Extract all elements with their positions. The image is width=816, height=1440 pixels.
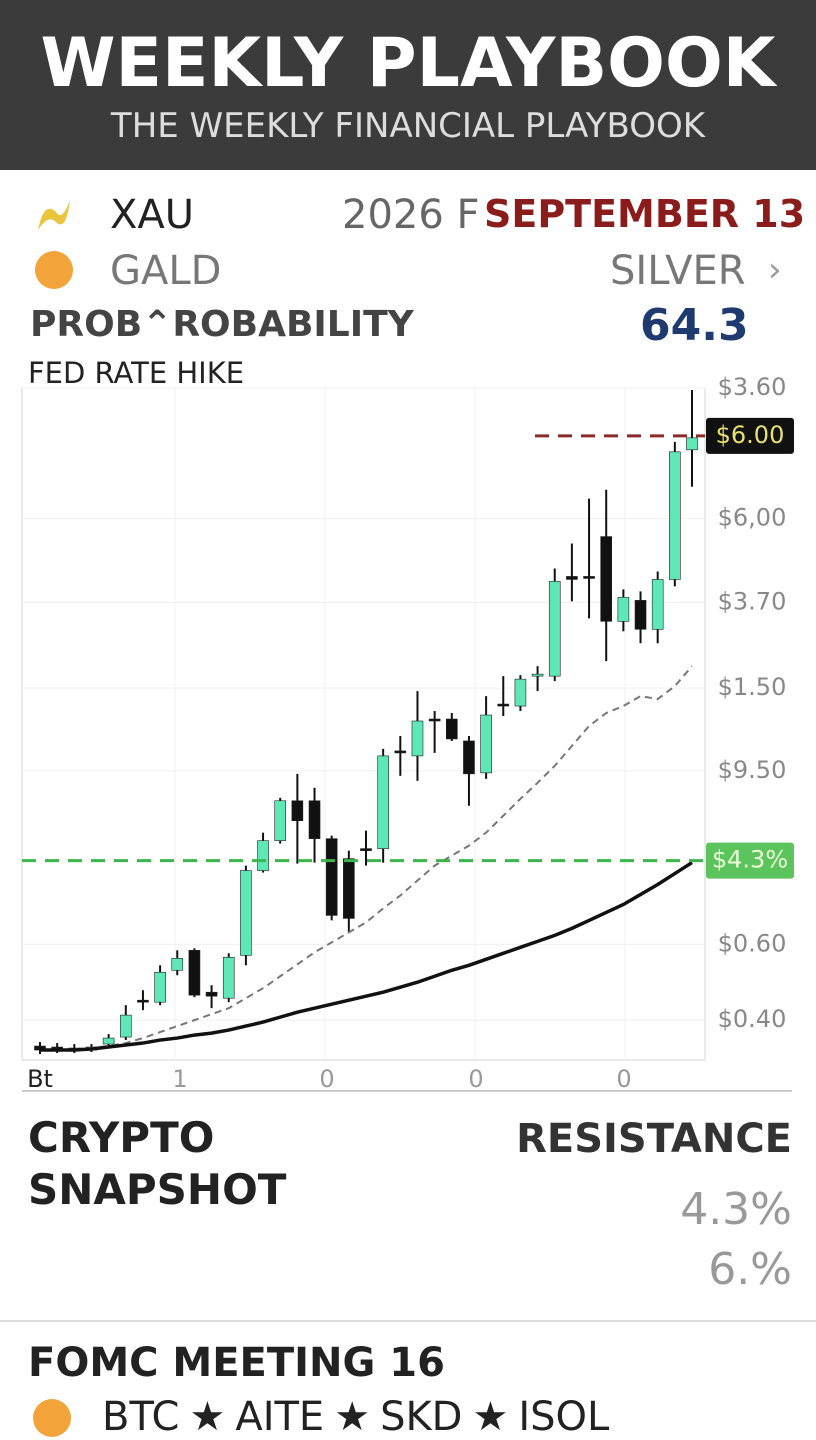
y-tick-label: $3.70 xyxy=(718,587,787,615)
date: SEPTEMBER 13 xyxy=(484,192,806,236)
year: 2026 F xyxy=(342,192,480,238)
header: WEEKLY PLAYBOOK THE WEEKLY FINANCIAL PLA… xyxy=(0,0,816,170)
y-tick-label: $1.50 xyxy=(718,673,787,701)
snapshot: CRYPTO SNAPSHOT xyxy=(28,1113,287,1214)
candle-body xyxy=(548,581,561,677)
candle-body xyxy=(274,800,287,841)
x-tick-label: 0 xyxy=(319,1065,334,1093)
candle-body xyxy=(240,870,252,956)
candle-body xyxy=(325,838,338,916)
moving-average xyxy=(40,861,693,1052)
asset: SILVER xyxy=(610,248,746,294)
title: WEEKLY PLAYBOOK xyxy=(40,24,776,103)
x-tick-label: Bt xyxy=(27,1065,53,1093)
x-tick-label: 0 xyxy=(616,1065,631,1093)
x-tick-label: 1 xyxy=(172,1065,187,1093)
candle-body xyxy=(428,718,441,722)
plot-area xyxy=(21,387,706,1061)
ticker[interactable]: BTC xyxy=(102,1394,180,1440)
candle-body xyxy=(205,991,218,997)
level: 4.3% xyxy=(680,1184,792,1235)
candle-body xyxy=(308,800,321,839)
star: ★ xyxy=(189,1394,226,1440)
resistance: RESISTANCE xyxy=(516,1116,792,1162)
y-tick-label: $6,00 xyxy=(718,504,787,532)
star: ★ xyxy=(472,1394,509,1440)
moving-average xyxy=(40,665,693,1052)
x-tick-label: 0 xyxy=(468,1065,483,1093)
candle-body xyxy=(343,858,355,919)
reference-badge xyxy=(706,417,794,454)
tickers: BTC ★ AITE ★ SKD ★ ISOL xyxy=(102,1394,609,1440)
candle-body xyxy=(137,999,149,1003)
candle-body xyxy=(377,755,389,849)
reference-label: $6.00 xyxy=(716,421,785,449)
meeting: FOMC MEETING 16 xyxy=(28,1340,445,1386)
candle-body xyxy=(686,437,698,451)
candle-body xyxy=(154,971,166,1003)
candle-body xyxy=(600,536,613,622)
coin-icon xyxy=(35,251,73,289)
reference-badge xyxy=(706,842,794,879)
coin-icon xyxy=(33,1399,71,1437)
reference-label: $4.3% xyxy=(712,846,788,874)
y-tick-label: $0.60 xyxy=(718,929,787,957)
candle-body xyxy=(171,958,184,971)
prob-label: PROB⌃ROBABILITY xyxy=(30,304,414,345)
candle-body xyxy=(497,703,510,707)
ticker[interactable]: AITE xyxy=(235,1394,325,1440)
candle-body xyxy=(222,957,235,999)
candle-body xyxy=(257,840,269,871)
candle-body xyxy=(102,1037,115,1045)
y-tick-label: $0.40 xyxy=(718,1005,787,1033)
candle-body xyxy=(634,600,647,630)
candle-body xyxy=(119,1014,132,1038)
prob-value: 64.3 xyxy=(640,300,749,351)
y-tick-label: $3.60 xyxy=(718,373,787,401)
candle-body xyxy=(411,720,424,757)
candle-body xyxy=(514,678,527,707)
divider xyxy=(0,1320,816,1322)
candle-body xyxy=(463,740,475,775)
chevron[interactable]: › xyxy=(768,250,782,290)
y-tick-label: $9.50 xyxy=(718,756,787,784)
level: 6.% xyxy=(708,1244,792,1295)
candle-body xyxy=(651,579,664,630)
candle-body xyxy=(669,451,681,580)
candle-body xyxy=(188,950,201,996)
candle-body xyxy=(566,576,578,580)
ticker[interactable]: SKD xyxy=(380,1394,463,1440)
candle-body xyxy=(394,750,407,754)
candle-body xyxy=(291,800,304,822)
subtitle: THE WEEKLY FINANCIAL PLAYBOOK xyxy=(110,106,706,146)
divider xyxy=(22,1090,792,1092)
candle-body xyxy=(360,848,372,851)
candle-body xyxy=(531,673,544,677)
candle-body xyxy=(617,597,630,622)
gold-icon xyxy=(38,200,70,230)
candle-body xyxy=(480,714,492,774)
candle-body xyxy=(445,718,458,740)
ticker[interactable]: ISOL xyxy=(518,1394,610,1440)
candle-body xyxy=(583,576,595,579)
asset: GALD xyxy=(110,248,222,294)
star: ★ xyxy=(334,1394,371,1440)
chart-title: FED RATE HIKE xyxy=(28,356,245,390)
asset: XAU xyxy=(110,192,195,238)
